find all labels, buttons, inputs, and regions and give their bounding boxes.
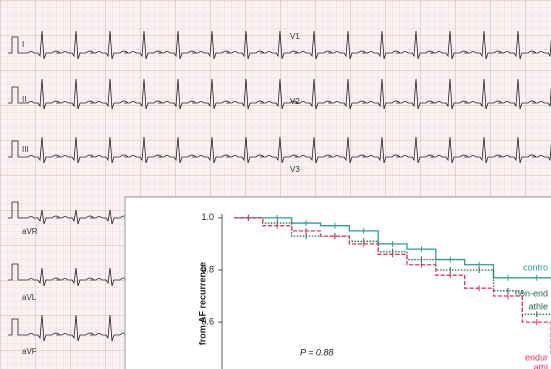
y-axis-label: from AF recurrence (197, 262, 207, 345)
legend-label: endur (525, 352, 548, 362)
lead-label: I (22, 40, 24, 49)
lead-label: V2 (290, 97, 300, 106)
lead-label: III (22, 145, 29, 154)
lead-label: aVF (22, 347, 37, 356)
screenshot: IIIIIIaVRaVLaVFV1V2V3 from AF recurrence… (0, 0, 551, 369)
legend-label: non-end (515, 288, 548, 298)
lead-label: aVL (22, 293, 37, 302)
legend-label: contro (523, 262, 548, 272)
legend-label: athl (533, 362, 548, 369)
lead-label: V3 (290, 165, 300, 174)
y-tick-label: 1.0 (201, 212, 214, 222)
y-tick-label: 0.6 (201, 316, 214, 326)
inset-panel (125, 197, 551, 369)
lead-label: aVR (22, 227, 38, 236)
legend-label: athle (528, 301, 548, 311)
y-tick-label: 0.8 (201, 264, 214, 274)
lead-label: II (22, 95, 26, 104)
lead-label: V1 (290, 32, 300, 41)
p-value: P = 0.88 (300, 347, 333, 357)
